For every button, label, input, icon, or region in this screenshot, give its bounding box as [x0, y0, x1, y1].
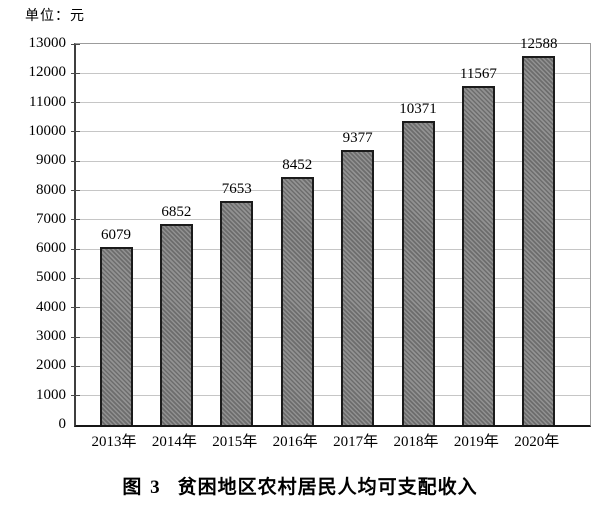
- y-axis-tick: [71, 248, 80, 250]
- y-axis-tick-label: 2000: [36, 357, 66, 374]
- bar: [341, 150, 375, 425]
- y-axis-tick-label: 7000: [36, 210, 66, 227]
- bar-value-label: 11567: [459, 66, 497, 82]
- x-axis-tick-label: 2016年: [272, 434, 318, 450]
- gridline: [76, 160, 590, 162]
- gridline: [76, 365, 590, 367]
- gridline: [76, 190, 590, 192]
- y-axis-tick: [71, 160, 80, 162]
- bar-value-label: 9377: [342, 130, 373, 147]
- x-axis-tick-label: 2019年: [453, 434, 499, 450]
- bar-value-label: 12588: [520, 36, 558, 53]
- y-axis-tick: [71, 219, 80, 221]
- x-axis-tick-label: 2018年: [393, 434, 439, 450]
- bar: [461, 86, 495, 425]
- bar: [99, 246, 133, 425]
- y-axis-tick-label: 1000: [36, 386, 66, 403]
- y-axis-tick-label: 8000: [36, 181, 66, 198]
- y-axis-tick: [71, 72, 80, 74]
- bar-value-label: 8452: [282, 157, 313, 174]
- gridline: [76, 277, 590, 279]
- x-axis-tick-label: 2015年: [212, 434, 258, 450]
- y-axis-tick-label: 9000: [36, 152, 66, 169]
- y-axis-tick: [71, 190, 80, 192]
- y-axis-tick-label: 6000: [36, 240, 66, 257]
- x-axis-tick-label: 2020年: [514, 434, 560, 450]
- gridline: [76, 336, 590, 338]
- bar-value-label: 10371: [399, 101, 437, 118]
- x-axis-tick-label: 2017年: [333, 434, 379, 450]
- bar: [401, 121, 435, 425]
- plot-area: 6079 6852 7653 8452 9377 10371 11567 12588: [71, 36, 591, 427]
- gridline: [76, 102, 590, 104]
- y-axis-tick: [71, 277, 80, 279]
- y-axis-tick-label: 11000: [29, 93, 66, 110]
- y-axis-tick: [71, 365, 80, 367]
- bar-value-label: 6852: [161, 204, 192, 221]
- y-axis-tick-label: 3000: [36, 328, 66, 345]
- x-axis-tick-label: 2013年: [91, 434, 137, 450]
- bar-value-label: 6079: [101, 226, 131, 243]
- gridline: [76, 219, 590, 221]
- gridline: [76, 248, 590, 250]
- bar: [220, 200, 254, 425]
- y-axis-tick-label: 13000: [28, 35, 67, 51]
- y-axis-tick: [71, 131, 80, 133]
- gridline: [76, 131, 590, 133]
- unit-label: 单位：元: [25, 9, 85, 24]
- figure-caption: 图 3 贫困地区农村居民人均可支配收入: [0, 472, 600, 499]
- y-axis-tick-label: 5000: [36, 269, 66, 286]
- figure-number: 图 3: [122, 477, 162, 498]
- gridline: [76, 395, 590, 397]
- y-axis-tick: [71, 43, 80, 45]
- gridline: [76, 307, 590, 309]
- y-axis-tick-label: 10000: [28, 122, 67, 139]
- y-axis-tick-label: 4000: [36, 298, 66, 315]
- bar-value-label: 7653: [221, 180, 252, 197]
- y-axis-tick-label: 12000: [28, 64, 67, 81]
- y-axis-tick: [71, 307, 80, 309]
- y-axis-tick: [71, 102, 80, 104]
- y-axis-tick-label: 0: [58, 416, 67, 432]
- figure-title: 贫困地区农村居民人均可支配收入: [177, 477, 478, 498]
- bar: [159, 224, 193, 425]
- y-axis-tick: [71, 336, 80, 338]
- gridline: [76, 72, 590, 74]
- bar: [280, 177, 314, 425]
- y-axis-tick: [71, 395, 80, 397]
- bar: [522, 56, 556, 425]
- x-axis-tick-label: 2014年: [151, 434, 197, 450]
